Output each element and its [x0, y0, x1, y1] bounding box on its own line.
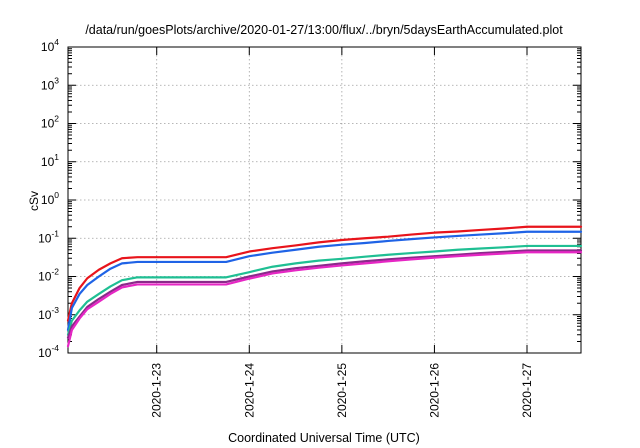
series-line-4 — [66, 249, 583, 339]
series-line-3 — [66, 244, 583, 336]
grid-lines — [68, 47, 581, 353]
y-tick-label: 104 — [41, 37, 59, 54]
y-tick-label: 10-3 — [38, 305, 59, 322]
x-tick-label: 2020-1-25 — [335, 363, 349, 418]
chart-title: /data/run/goesPlots/archive/2020-01-27/1… — [85, 23, 563, 37]
series-line-5 — [66, 251, 583, 348]
y-axis: 10-4 10-3 10-2 10-1 100 101 102 103 104 — [38, 37, 581, 360]
series-lines — [66, 225, 583, 348]
y-tick-label: 101 — [41, 152, 59, 169]
x-tick-label: 2020-1-23 — [150, 363, 164, 418]
series-line-1 — [66, 225, 583, 322]
x-tick-label: 2020-1-26 — [427, 363, 441, 418]
y-tick-label: 103 — [41, 75, 59, 92]
x-axis: 2020-1-23 2020-1-24 2020-1-25 2020-1-26 2020… — [150, 47, 534, 418]
y-tick-label: 10-2 — [38, 267, 59, 284]
y-axis-label: cSv — [27, 191, 41, 211]
x-tick-label: 2020-1-24 — [242, 363, 256, 418]
y-tick-label: 10-1 — [38, 228, 59, 245]
y-tick-label: 10-4 — [38, 343, 59, 360]
series-line-2 — [66, 230, 583, 332]
y-tick-label: 100 — [41, 190, 59, 207]
y-tick-label: 102 — [41, 114, 59, 131]
x-tick-label: 2020-1-27 — [520, 363, 534, 418]
x-axis-label: Coordinated Universal Time (UTC) — [228, 431, 420, 445]
